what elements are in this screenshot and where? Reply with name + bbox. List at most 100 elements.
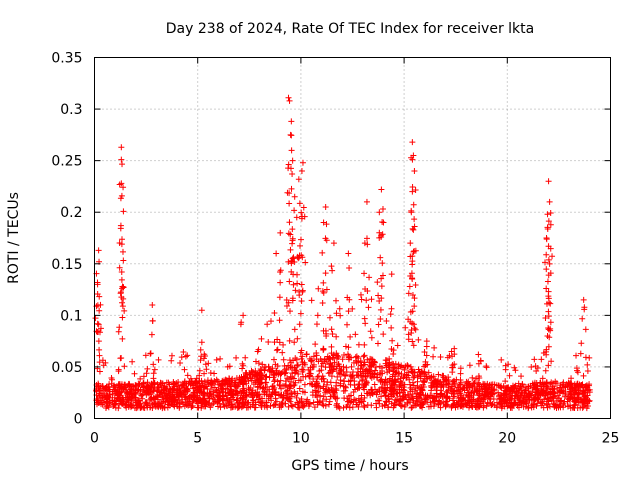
data-point [119, 314, 126, 321]
data-point [371, 381, 378, 388]
data-point [540, 396, 547, 403]
data-point [445, 381, 452, 388]
data-point [258, 380, 265, 387]
data-point [378, 393, 385, 400]
data-point [198, 402, 205, 409]
data-point [544, 400, 551, 407]
data-point [374, 279, 381, 286]
data-point [476, 391, 483, 398]
data-point [131, 370, 138, 377]
data-point [367, 328, 374, 335]
data-point [307, 366, 314, 373]
data-point [312, 341, 319, 348]
grid-lines [94, 57, 611, 419]
data-point [372, 367, 379, 374]
data-point [285, 94, 292, 101]
data-point [237, 321, 244, 328]
data-point [330, 351, 337, 358]
data-point [184, 372, 191, 379]
data-point [287, 382, 294, 389]
data-point [291, 207, 298, 214]
data-point [235, 383, 242, 390]
data-point [405, 392, 412, 399]
data-point [182, 394, 189, 401]
data-point [173, 387, 180, 394]
data-point [328, 373, 335, 380]
data-point [302, 373, 309, 380]
data-point [140, 373, 147, 380]
data-point [435, 371, 442, 378]
data-point [296, 254, 303, 261]
data-point [250, 369, 257, 376]
data-point [483, 403, 490, 410]
data-point [381, 401, 388, 408]
data-point [489, 381, 496, 388]
data-point [215, 386, 222, 393]
data-point [584, 367, 591, 374]
data-point [373, 391, 380, 398]
data-point [297, 236, 304, 243]
data-point [480, 404, 487, 411]
data-point [283, 302, 290, 309]
data-point [511, 383, 518, 390]
data-point [299, 368, 306, 375]
data-point [423, 338, 430, 345]
data-point [198, 307, 205, 314]
data-point [323, 396, 330, 403]
data-point [150, 370, 157, 377]
data-point [550, 383, 557, 390]
data-point [418, 368, 425, 375]
data-point [277, 279, 284, 286]
data-point [407, 396, 414, 403]
data-point [390, 381, 397, 388]
data-point [220, 401, 227, 408]
data-point [579, 315, 586, 322]
data-point [146, 383, 153, 390]
data-point [575, 386, 582, 393]
data-point [188, 404, 195, 411]
data-point [542, 367, 549, 374]
data-point [131, 404, 138, 411]
data-point [550, 394, 557, 401]
data-point [360, 402, 367, 409]
data-point [578, 340, 585, 347]
data-point [341, 352, 348, 359]
data-point [376, 209, 383, 216]
data-point [410, 248, 417, 255]
data-point [351, 396, 358, 403]
data-point [147, 350, 154, 357]
data-point [310, 375, 317, 382]
data-point [537, 379, 544, 386]
data-point [290, 281, 297, 288]
data-point [151, 379, 158, 386]
data-point [463, 384, 470, 391]
data-point [118, 276, 125, 283]
data-point [350, 389, 357, 396]
y-tick-label: 0.15 [51, 257, 82, 273]
data-point [277, 267, 284, 274]
data-point [542, 259, 549, 266]
data-point [472, 375, 479, 382]
data-point [437, 353, 444, 360]
data-point [195, 397, 202, 404]
x-tick-label: 0 [90, 431, 99, 447]
data-point [255, 396, 262, 403]
data-point [545, 218, 552, 225]
data-point [120, 257, 127, 264]
data-point [132, 391, 139, 398]
data-point [347, 333, 354, 340]
data-point [152, 400, 159, 407]
data-point [439, 372, 446, 379]
data-point [234, 404, 241, 411]
data-point [97, 325, 104, 332]
data-point [118, 156, 125, 163]
data-point [407, 384, 414, 391]
data-point [138, 403, 145, 410]
data-point [406, 283, 413, 290]
data-point [115, 391, 122, 398]
data-point [148, 331, 155, 338]
data-point [170, 396, 177, 403]
data-point [498, 382, 505, 389]
data-point [519, 381, 526, 388]
data-point [198, 339, 205, 346]
